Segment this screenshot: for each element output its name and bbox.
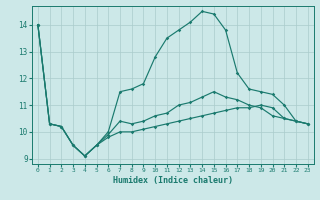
X-axis label: Humidex (Indice chaleur): Humidex (Indice chaleur) [113,176,233,185]
